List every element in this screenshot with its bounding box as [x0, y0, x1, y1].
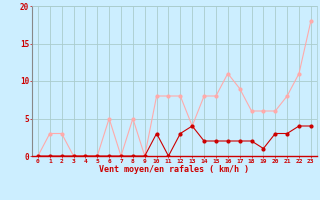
- X-axis label: Vent moyen/en rafales ( km/h ): Vent moyen/en rafales ( km/h ): [100, 165, 249, 174]
